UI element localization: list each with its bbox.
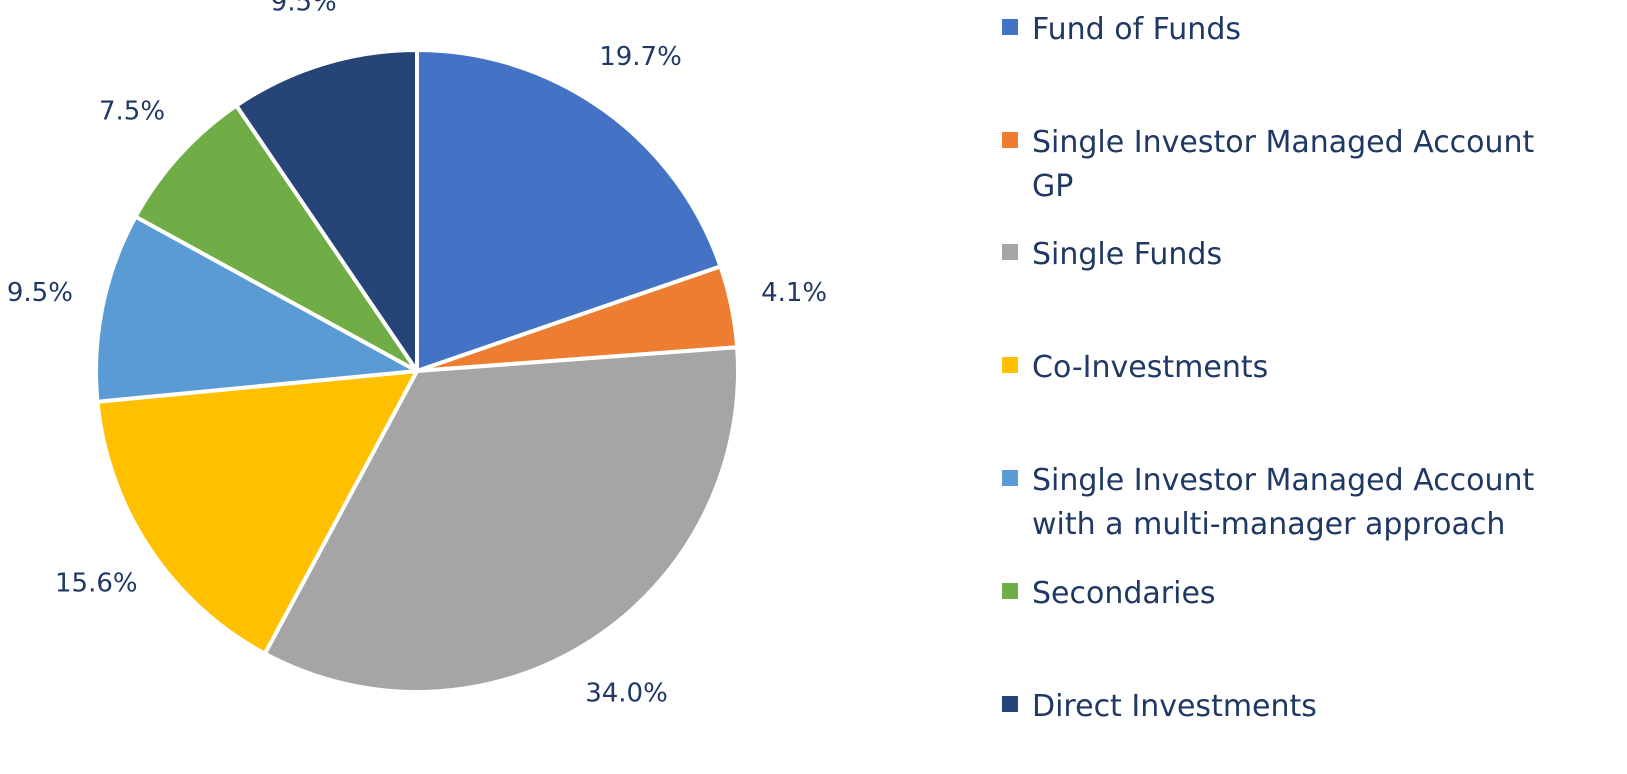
legend-label: Single Investor Managed Account GP bbox=[1032, 121, 1534, 209]
legend-label: Fund of Funds bbox=[1032, 8, 1241, 52]
pie-slice-4 bbox=[94, 214, 419, 404]
legend-label: Single Funds bbox=[1032, 233, 1222, 277]
slice-label-1: 4.1% bbox=[761, 278, 827, 308]
slice-label-2: 34.0% bbox=[585, 679, 668, 709]
legend-swatch bbox=[1002, 696, 1018, 712]
slice-label-3: 15.6% bbox=[55, 569, 138, 599]
legend-label-line: Fund of Funds bbox=[1032, 12, 1241, 47]
legend-label: Direct Investments bbox=[1032, 685, 1317, 729]
legend-swatch bbox=[1002, 583, 1018, 599]
legend-label-line: Direct Investments bbox=[1032, 689, 1317, 724]
slice-label-0: 19.7% bbox=[599, 42, 682, 72]
legend-item-3: Co-Investments bbox=[1002, 346, 1268, 390]
legend-label: Secondaries bbox=[1032, 572, 1216, 616]
legend-label-line: with a multi-manager approach bbox=[1032, 507, 1506, 542]
legend-swatch bbox=[1002, 470, 1018, 486]
legend-item-5: Secondaries bbox=[1002, 572, 1216, 616]
legend-item-2: Single Funds bbox=[1002, 233, 1222, 277]
legend-item-0: Fund of Funds bbox=[1002, 8, 1241, 52]
legend-label: Single Investor Managed Account with a mu… bbox=[1032, 459, 1534, 547]
slice-label-6: 9.5% bbox=[271, 0, 337, 18]
legend-swatch bbox=[1002, 244, 1018, 260]
pie-slice-6 bbox=[234, 48, 419, 373]
legend-label-line: Secondaries bbox=[1032, 576, 1216, 611]
pie-slice-3 bbox=[95, 369, 419, 656]
legend-label-line: Single Investor Managed Account bbox=[1032, 463, 1535, 498]
pie-slice-2 bbox=[262, 345, 740, 694]
legend-item-6: Direct Investments bbox=[1002, 685, 1317, 729]
legend-swatch bbox=[1002, 132, 1018, 148]
legend-label: Co-Investments bbox=[1032, 346, 1268, 390]
legend-item-4: Single Investor Managed Account with a mu… bbox=[1002, 459, 1534, 547]
legend-label-line: Co-Investments bbox=[1032, 350, 1269, 385]
legend-swatch bbox=[1002, 19, 1018, 35]
legend-label-line: GP bbox=[1032, 169, 1074, 204]
legend-label-line: Single Investor Managed Account bbox=[1032, 125, 1535, 160]
slice-label-4: 9.5% bbox=[7, 278, 73, 308]
legend-item-1: Single Investor Managed Account GP bbox=[1002, 121, 1534, 209]
legend-label-line: Single Funds bbox=[1032, 237, 1223, 272]
pie-slice-5 bbox=[133, 103, 419, 373]
legend-swatch bbox=[1002, 357, 1018, 373]
slice-label-5: 7.5% bbox=[99, 97, 165, 127]
